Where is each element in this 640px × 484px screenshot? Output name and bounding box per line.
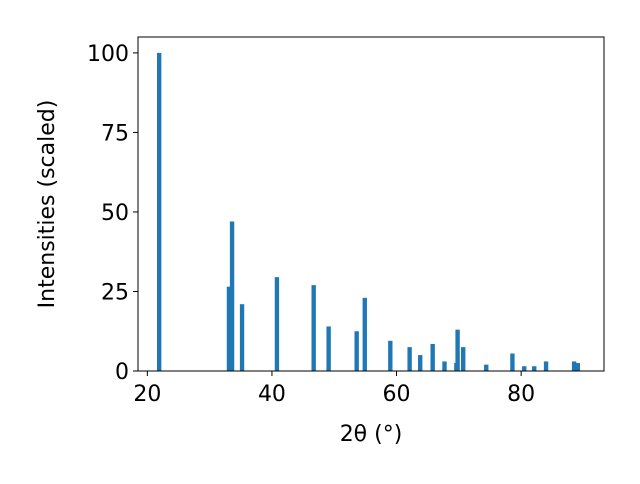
bar <box>532 366 537 371</box>
x-tick-label: 40 <box>258 382 286 407</box>
y-axis-label: Intensities (scaled) <box>35 100 60 309</box>
bar <box>388 340 393 371</box>
bar <box>575 363 581 371</box>
x-tick-label: 80 <box>507 382 535 407</box>
x-tick-label: 60 <box>383 382 411 407</box>
bar <box>326 326 331 371</box>
plot-frame <box>137 36 605 372</box>
bar <box>274 277 280 371</box>
bar <box>461 347 466 371</box>
bar <box>407 347 412 371</box>
bar <box>157 52 162 372</box>
y-tick-label: 0 <box>115 360 129 385</box>
bar <box>311 285 316 371</box>
bar <box>430 343 435 371</box>
bar <box>522 366 527 371</box>
bar <box>239 304 245 371</box>
bar <box>226 286 232 371</box>
bar <box>571 361 577 371</box>
y-tick-label: 100 <box>87 42 129 67</box>
y-tick-label: 50 <box>101 201 129 226</box>
bar <box>543 361 549 371</box>
y-tick-label: 25 <box>101 280 129 305</box>
bar <box>484 364 489 371</box>
bar <box>455 329 460 371</box>
bar <box>362 297 367 371</box>
bar <box>510 353 515 371</box>
x-tick-label: 20 <box>133 382 161 407</box>
bar <box>418 355 423 371</box>
bar <box>354 331 359 371</box>
bar <box>229 221 235 371</box>
bar <box>442 361 447 371</box>
x-axis-label: 2θ (°) <box>340 422 403 447</box>
y-tick-label: 75 <box>101 121 129 146</box>
